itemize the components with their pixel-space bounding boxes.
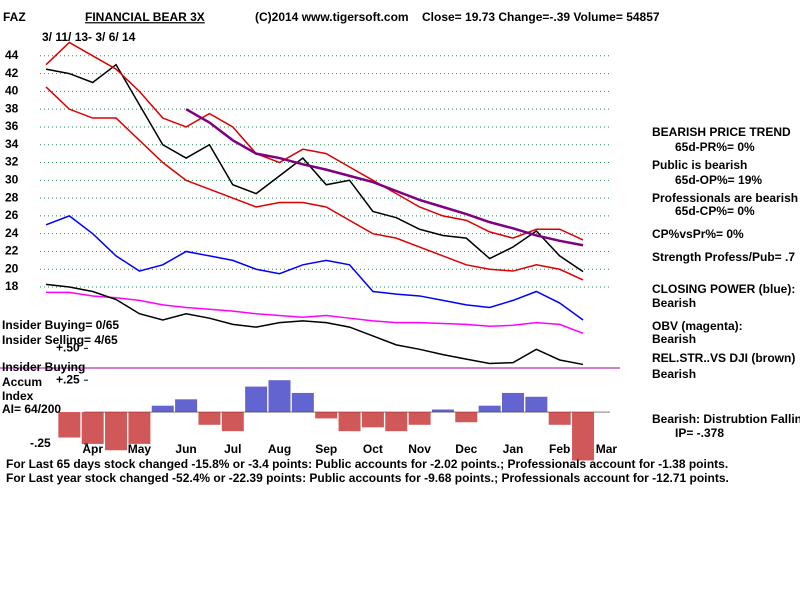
bar xyxy=(548,412,571,425)
x-tick-label: Mar xyxy=(596,442,618,456)
x-tick-label: Jul xyxy=(224,442,241,456)
series-line xyxy=(45,41,584,241)
bar xyxy=(502,392,524,413)
bar xyxy=(58,412,81,438)
y-tick-label: +.50 xyxy=(56,341,80,355)
right-note: Bearish xyxy=(652,296,696,310)
y-tick-label: 42 xyxy=(5,66,19,80)
x-tick-label: Apr xyxy=(82,442,103,456)
series-line xyxy=(46,291,584,335)
right-note: CP%vsPr%= 0% xyxy=(652,227,744,241)
left-note: Insider Selling= 4/65 xyxy=(2,333,118,347)
y-tick-label: 24 xyxy=(5,226,19,240)
date-range: 3/ 11/ 13- 3/ 6/ 14 xyxy=(42,30,136,44)
y-tick-label: 26 xyxy=(5,208,19,222)
bar xyxy=(572,412,595,461)
right-note: 65d-CP%= 0% xyxy=(675,204,755,218)
bar xyxy=(478,405,501,413)
left-note: AI= 64/200 xyxy=(2,402,61,416)
y-tick-label: 40 xyxy=(5,84,19,98)
x-tick-label: Jun xyxy=(175,442,196,456)
right-note: Bearish: Distrubtion Falling xyxy=(652,412,800,426)
x-tick-label: Oct xyxy=(363,442,383,456)
bar xyxy=(385,412,408,432)
right-note: REL.STR..VS DJI (brown) xyxy=(652,351,795,365)
x-tick-label: Dec xyxy=(455,442,477,456)
x-tick-label: Aug xyxy=(268,442,291,456)
right-note: Bearish xyxy=(652,367,696,381)
right-note: Professionals are bearish xyxy=(652,191,798,205)
y-tick-label: -.25 xyxy=(30,436,51,450)
x-tick-label: Sep xyxy=(315,442,337,456)
footer-note: For Last year stock changed -52.4% or -2… xyxy=(6,471,729,485)
y-tick-label: 28 xyxy=(5,190,19,204)
left-note: Index xyxy=(2,389,34,403)
bar xyxy=(128,412,151,444)
right-note: BEARISH PRICE TREND xyxy=(652,125,791,139)
bar xyxy=(315,412,338,419)
y-tick-label: 18 xyxy=(5,279,19,293)
bar xyxy=(151,405,174,413)
quote: Close= 19.73 Change=-.39 Volume= 54857 xyxy=(422,10,660,24)
bar xyxy=(291,392,314,413)
y-tick-label: 36 xyxy=(5,119,19,133)
series-line xyxy=(45,283,584,366)
y-tick-label: 44 xyxy=(5,48,19,62)
x-tick-label: May xyxy=(128,442,152,456)
right-note: Public is bearish xyxy=(652,158,747,172)
bar xyxy=(361,412,384,428)
bar xyxy=(431,409,454,413)
y-tick-label: 20 xyxy=(5,261,19,275)
symbol: FAZ xyxy=(3,10,26,24)
left-note: Insider Buying xyxy=(2,360,85,374)
x-tick-label: Jan xyxy=(503,442,524,456)
bar xyxy=(81,412,104,444)
copyright: (C)2014 www.tigersoft.com xyxy=(255,10,409,24)
right-note: Strength Profess/Pub= .7 xyxy=(652,250,795,264)
right-note: OBV (magenta): xyxy=(652,319,743,333)
bar xyxy=(525,396,548,413)
left-note: Accum xyxy=(2,375,42,389)
bar xyxy=(105,412,128,451)
y-tick-label: 22 xyxy=(5,244,19,258)
bar xyxy=(245,386,268,413)
y-tick-label: 32 xyxy=(5,155,19,169)
right-note: IP= -.378 xyxy=(675,426,724,440)
bar xyxy=(268,380,291,413)
bar xyxy=(175,399,198,413)
bar xyxy=(338,412,361,432)
bar xyxy=(198,412,221,425)
bar xyxy=(408,412,431,425)
series-line xyxy=(45,63,584,273)
bar xyxy=(455,412,478,423)
y-tick-label: 38 xyxy=(5,101,19,115)
left-note: Insider Buying= 0/65 xyxy=(2,318,119,332)
right-note: 65d-PR%= 0% xyxy=(675,140,755,154)
x-tick-label: Feb xyxy=(549,442,570,456)
right-note: 65d-OP%= 19% xyxy=(675,173,762,187)
y-tick-label: 34 xyxy=(5,137,19,151)
y-tick-label: 30 xyxy=(5,172,19,186)
chart-title: FINANCIAL BEAR 3X xyxy=(85,10,205,24)
footer-note: For Last 65 days stock changed -15.8% or… xyxy=(6,457,728,471)
bar xyxy=(221,412,244,432)
x-tick-label: Nov xyxy=(408,442,431,456)
right-note: Bearish xyxy=(652,332,696,346)
series-line xyxy=(45,215,584,321)
series-line xyxy=(185,108,584,247)
right-note: CLOSING POWER (blue): xyxy=(652,282,795,296)
series-line xyxy=(45,86,584,281)
y-tick-label: +.25 xyxy=(56,372,80,386)
